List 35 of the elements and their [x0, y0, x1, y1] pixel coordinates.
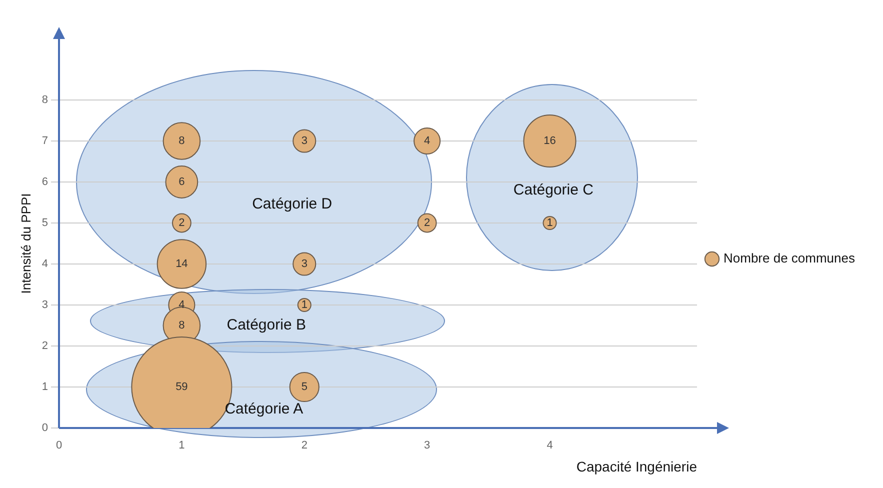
data-label: 16	[544, 135, 556, 148]
y-tick-label: 2	[42, 340, 48, 352]
x-tick-label: 4	[546, 440, 553, 452]
y-tick-label: 3	[42, 299, 48, 312]
data-label: 2	[178, 217, 185, 230]
y-tick-label: 4	[42, 258, 48, 270]
legend-label: Nombre de communes	[724, 250, 856, 266]
annotation: Catégorie D	[252, 196, 332, 213]
data-label: 6	[178, 176, 185, 188]
data-label: 2	[424, 217, 430, 230]
data-label: 3	[301, 258, 308, 270]
data-label: 3	[301, 135, 308, 148]
data-label: 1	[546, 217, 553, 230]
x-tick-label: 3	[424, 440, 430, 452]
data-label: 5	[301, 381, 308, 394]
data-label: 4	[424, 135, 430, 148]
annotation: Catégorie B	[226, 316, 306, 334]
data-label: 8	[178, 320, 185, 332]
data-label: 1	[301, 299, 308, 312]
x-tick-label: 0	[56, 440, 62, 452]
annotation: Catégorie C	[513, 181, 594, 198]
y-tick-label: 6	[42, 176, 48, 188]
x-tick-label: 1	[178, 440, 185, 452]
data-label: 59	[176, 381, 188, 394]
y-tick-label: 0	[42, 422, 48, 434]
data-label: 8	[178, 135, 185, 148]
y-axis-title: Intensité du PPPI	[18, 193, 34, 294]
data-label: 14	[176, 258, 188, 270]
y-tick-label: 5	[42, 217, 48, 230]
annotation: Catégorie A	[224, 400, 304, 418]
y-tick-label: 1	[42, 381, 48, 394]
y-tick-label: 7	[42, 135, 48, 148]
x-axis-title: Capacité Ingénierie	[576, 458, 698, 474]
x-tick-label: 2	[301, 440, 308, 452]
y-tick-label: 8	[42, 94, 48, 106]
